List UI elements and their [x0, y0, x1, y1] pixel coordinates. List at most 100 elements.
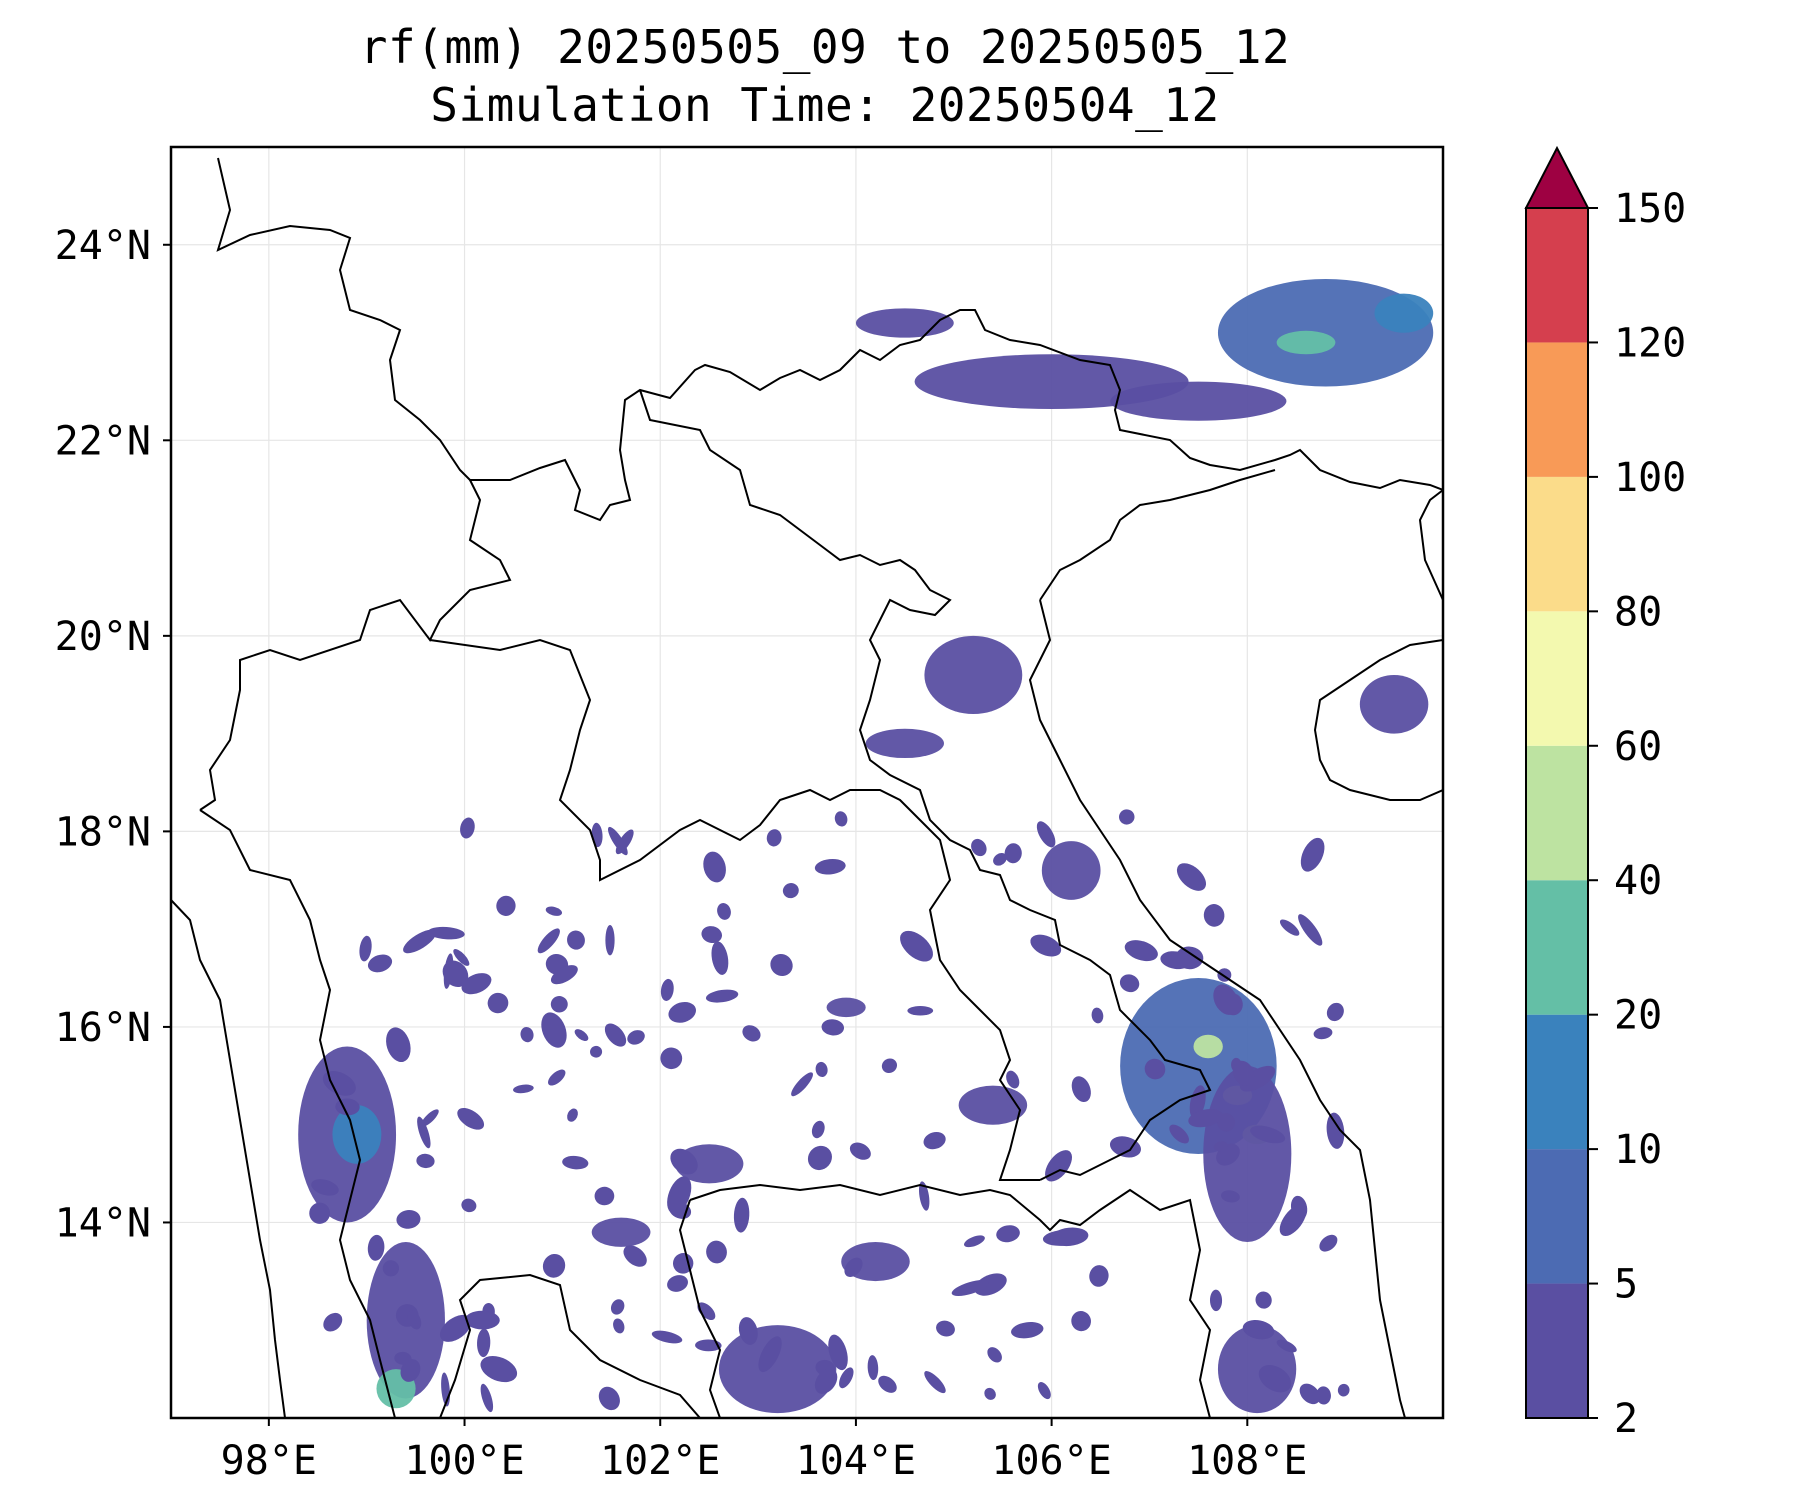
rain-speckle: [971, 838, 987, 857]
colorbar-label: 2: [1614, 1396, 1638, 1442]
rain-speckle: [1326, 1112, 1345, 1149]
lat-tick-label: 24°N: [55, 223, 151, 269]
lon-tick-label: 100°E: [404, 1438, 524, 1484]
rain-speckle: [1109, 1136, 1141, 1158]
rain-speckle: [881, 1058, 898, 1074]
rain-speckle: [839, 1367, 854, 1389]
rain-speckle: [386, 1027, 411, 1063]
rain-speckle: [1011, 1321, 1044, 1339]
rain-speckle: [987, 1347, 1002, 1363]
rain-speckle: [562, 1155, 589, 1170]
colorbar-label: 80: [1614, 589, 1662, 635]
rain-speckle: [442, 960, 469, 988]
rain-speckle: [1221, 1190, 1240, 1203]
rain-speckle: [807, 1145, 832, 1171]
lat-tick-label: 18°N: [55, 809, 151, 855]
rain-speckle: [1319, 1234, 1338, 1252]
rain-speckle: [660, 1047, 683, 1070]
rain-speckle: [993, 853, 1007, 866]
rain-speckle: [550, 996, 568, 1013]
rain-speckle: [461, 1198, 477, 1213]
colorbar-band: [1526, 1149, 1588, 1284]
rain-speckle: [738, 1317, 758, 1345]
rain-speckle: [1124, 940, 1158, 962]
rain-speckle: [814, 858, 846, 875]
colorbar-band: [1526, 611, 1588, 746]
chart-subtitle: Simulation Time: 20250504_12: [430, 78, 1220, 132]
rain-cell: [1193, 1034, 1223, 1059]
lon-tick-label: 102°E: [600, 1438, 720, 1484]
rain-speckle: [828, 1334, 848, 1371]
rain-cell: [865, 728, 944, 759]
rain-speckle: [550, 965, 578, 985]
rain-speckle: [1045, 1150, 1073, 1182]
lon-tick-label: 108°E: [1187, 1438, 1307, 1484]
rain-speckle: [322, 1071, 356, 1096]
rain-speckle: [1203, 904, 1225, 927]
rain-speckle: [811, 1120, 825, 1139]
rain-speckle: [697, 1302, 716, 1321]
rain-speckle: [1242, 1319, 1275, 1340]
border-thailand-myanmar: [199, 809, 396, 1418]
rain-speckle: [1071, 1076, 1091, 1103]
rain-speckle: [427, 926, 465, 940]
rain-speckle: [984, 1387, 996, 1400]
rain-speckle: [604, 1023, 627, 1047]
rain-speckle: [964, 1235, 985, 1248]
rain-speckle: [1258, 1364, 1292, 1393]
map-frame: [169, 145, 1445, 1420]
rain-speckle: [1337, 1383, 1350, 1397]
rain-speckle: [742, 1025, 761, 1042]
rain-speckle: [791, 1072, 814, 1097]
rain-speckle: [924, 1371, 946, 1394]
rain-speckle: [460, 817, 475, 839]
rain-speckle: [480, 1356, 518, 1383]
rain-speckle: [309, 1202, 331, 1224]
rain-speckle: [815, 1061, 828, 1078]
rain-cell: [924, 635, 1023, 715]
rain-speckle: [1213, 1141, 1228, 1152]
lat-tick-label: 14°N: [55, 1200, 151, 1246]
colorbar-band: [1526, 745, 1588, 881]
rain-speckle: [900, 930, 933, 962]
rain-speckle: [711, 941, 729, 975]
rain-speckle: [598, 1386, 620, 1411]
rain-cell: [1041, 841, 1101, 900]
rain-speckle: [668, 1001, 696, 1023]
rain-speckle: [672, 1253, 694, 1274]
rain-speckle: [311, 1179, 339, 1196]
rain-speckle: [480, 1383, 494, 1413]
rain-speckle: [382, 1260, 400, 1277]
rain-speckle: [766, 829, 782, 847]
rain-speckle: [996, 1225, 1020, 1243]
rain-speckle: [453, 949, 470, 966]
country-borders: [171, 157, 1443, 1418]
rain-speckle: [1006, 1070, 1020, 1089]
rain-speckle: [1144, 1058, 1166, 1080]
rain-speckle: [477, 1328, 491, 1358]
rain-speckle: [867, 1355, 879, 1381]
rain-speckle: [537, 928, 560, 954]
colorbar-label: 120: [1614, 320, 1686, 366]
rain-speckle: [1091, 1007, 1104, 1024]
rain-speckle: [1030, 934, 1062, 957]
rain-speckle: [416, 1153, 435, 1169]
rainfall-field: [298, 278, 1434, 1414]
rain-speckle: [907, 1005, 934, 1016]
rain-speckle: [1160, 951, 1192, 970]
rain-speckle: [457, 1107, 485, 1130]
border-laos-vietnam: [639, 389, 1212, 1181]
rain-speckle: [1037, 1382, 1051, 1400]
rain-speckle: [567, 930, 585, 950]
rain-speckle: [613, 1318, 625, 1334]
colorbar-label: 5: [1614, 1262, 1638, 1308]
rain-speckle: [367, 1234, 385, 1261]
rain-cell: [1110, 381, 1287, 421]
coast-vietnam: [1028, 599, 1406, 1418]
rain-speckle: [1071, 1311, 1091, 1332]
rain-speckle: [605, 924, 615, 956]
lon-tick-label: 104°E: [796, 1438, 916, 1484]
rain-speckle: [541, 1012, 567, 1048]
rain-speckle: [1089, 1265, 1109, 1287]
